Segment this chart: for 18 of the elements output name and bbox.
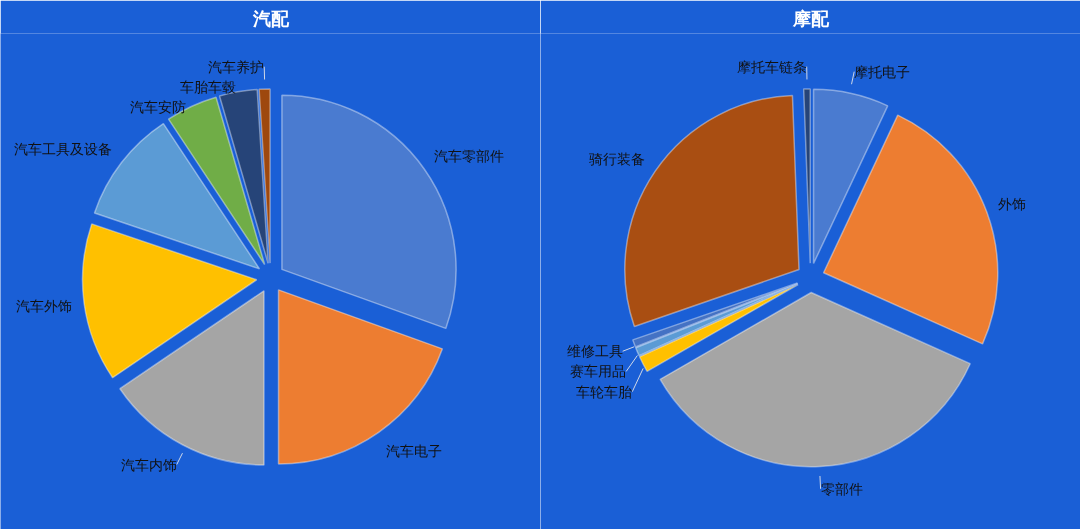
slice-label: 摩托电子 bbox=[854, 63, 911, 80]
slice-label: 维修工具 bbox=[566, 343, 623, 360]
slice-label: 汽车工具及设备 bbox=[13, 140, 112, 157]
slice-label: 汽车电子 bbox=[385, 442, 442, 459]
slice-label: 汽车零部件 bbox=[434, 148, 505, 165]
slice-label: 摩托车链条 bbox=[736, 58, 807, 75]
chart-title: 摩配 bbox=[791, 7, 830, 29]
slice-label: 赛车用品 bbox=[570, 363, 627, 380]
slice-label: 车轮车胎 bbox=[576, 383, 633, 400]
slice-label: 汽车内饰 bbox=[120, 456, 177, 473]
slice-label: 车胎车毂 bbox=[180, 78, 237, 95]
slice-label: 汽车安防 bbox=[130, 99, 187, 116]
slice-label: 骑行装备 bbox=[589, 150, 646, 167]
slice-label: 汽车养护 bbox=[208, 58, 265, 75]
chart-title: 汽配 bbox=[251, 7, 290, 29]
slice-label: 汽车外饰 bbox=[16, 298, 72, 315]
slice-label: 外饰 bbox=[998, 196, 1027, 213]
slice-label: 零部件 bbox=[820, 480, 863, 497]
